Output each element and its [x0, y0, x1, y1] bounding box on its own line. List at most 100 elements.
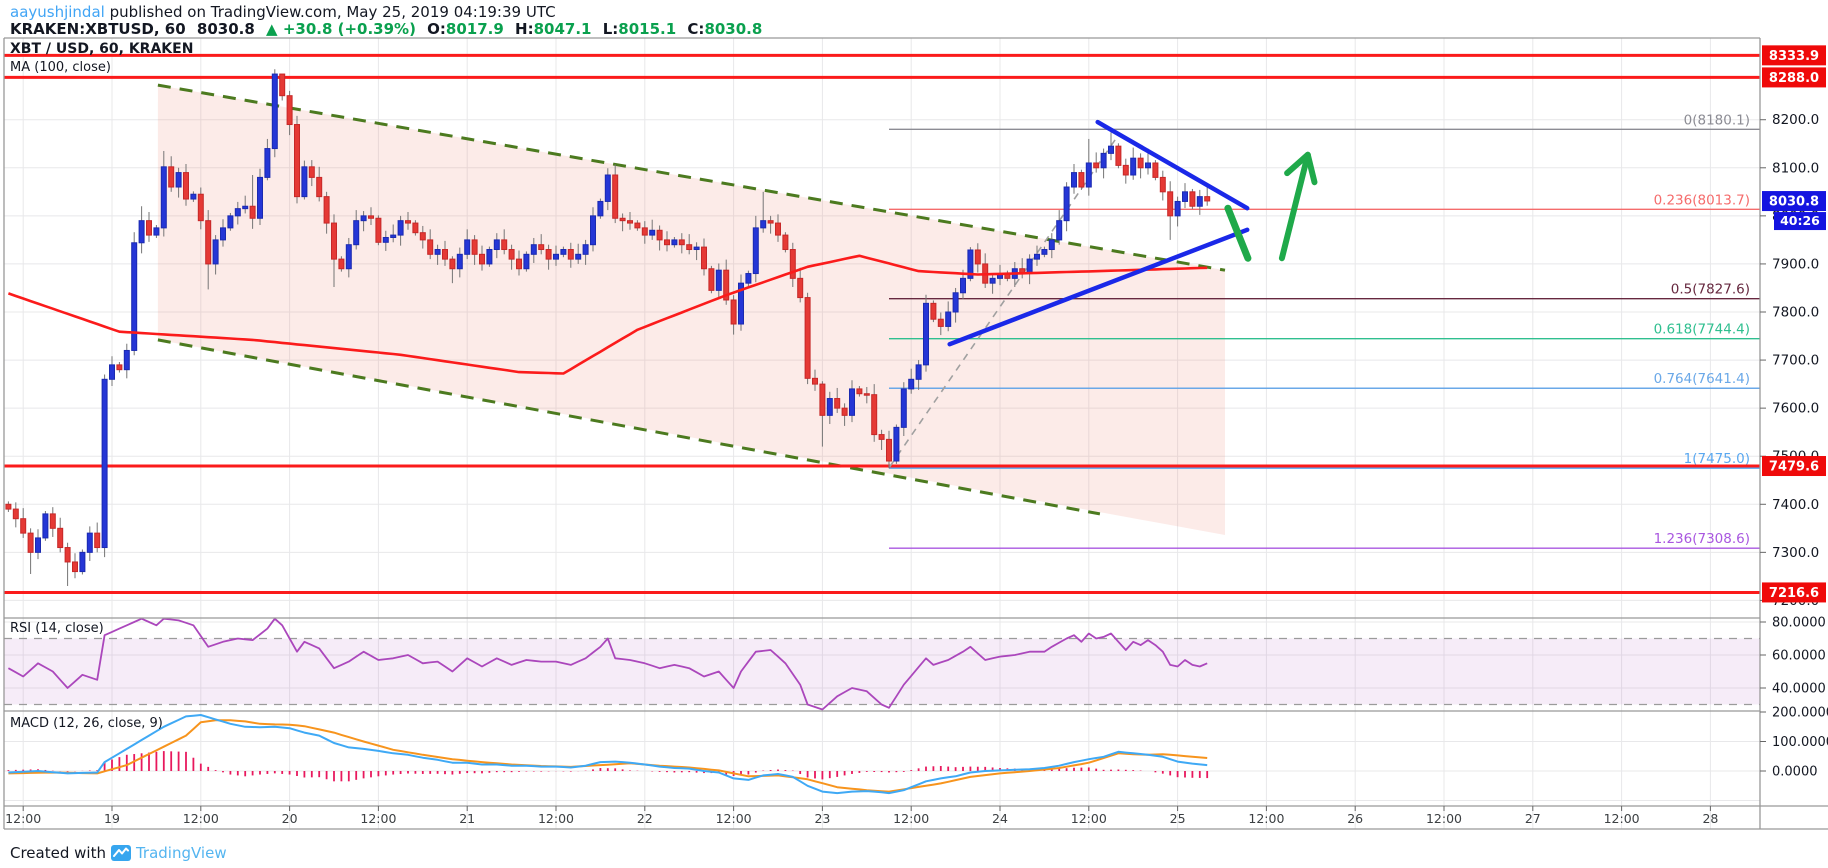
- candle: [109, 364, 115, 380]
- price-tick-label: 7600.0: [1772, 401, 1819, 417]
- candle: [190, 193, 197, 200]
- tradingview-logo[interactable]: [110, 843, 131, 863]
- fib-label: 0.236(8013.7): [1654, 192, 1750, 208]
- candle: [989, 277, 996, 284]
- green-up-arrow-head[interactable]: [1284, 151, 1318, 186]
- candle: [419, 232, 426, 241]
- candle: [871, 394, 878, 436]
- price-badge: [1762, 45, 1826, 66]
- low-label: L:: [602, 20, 619, 38]
- time-tick-label: 22: [637, 811, 653, 826]
- candle: [597, 200, 604, 217]
- candle: [1159, 176, 1166, 193]
- candle: [368, 215, 374, 219]
- candle: [397, 220, 404, 236]
- candle: [945, 311, 952, 327]
- price-tick-label: 7900.0: [1772, 256, 1819, 272]
- candle: [960, 277, 966, 294]
- open-value: 8017.9: [445, 20, 504, 38]
- candle: [1196, 196, 1203, 207]
- candle: [353, 220, 360, 246]
- countdown-text: 40:26: [1780, 213, 1820, 228]
- price-badge-text: 8333.9: [1769, 49, 1819, 64]
- time-axis[interactable]: 12:00 19 12:00 20 12:00 21 12:00 22 12:00 23 12:00…: [5, 806, 1718, 826]
- candle: [819, 383, 826, 416]
- candle: [1071, 172, 1077, 188]
- candle: [604, 174, 611, 202]
- candle: [538, 244, 545, 251]
- candle: [1041, 249, 1048, 255]
- green-breakout-stroke[interactable]: [1224, 204, 1252, 262]
- price-badge-text: 8288.0: [1769, 71, 1819, 86]
- candle: [582, 244, 589, 255]
- price-badge: [1762, 582, 1826, 603]
- candle: [530, 244, 537, 255]
- time-tick-label: 27: [1525, 811, 1541, 826]
- candle: [160, 166, 167, 229]
- candle: [72, 561, 78, 573]
- candle: [197, 193, 204, 222]
- time-tick-label: 12:00: [1071, 811, 1107, 826]
- price-badge: [1762, 67, 1826, 88]
- high-label: H:: [515, 20, 534, 38]
- candle: [1167, 191, 1174, 217]
- candle: [804, 297, 811, 379]
- blue-upper-trendline[interactable]: [1095, 119, 1250, 211]
- candle: [619, 217, 626, 222]
- candle: [301, 166, 308, 198]
- price-badge: [1762, 191, 1826, 212]
- candlestick-series: [5, 69, 1211, 586]
- candle: [146, 220, 152, 236]
- candle: [1145, 162, 1151, 169]
- candle: [553, 253, 559, 260]
- candle: [656, 229, 663, 241]
- brand-link[interactable]: TradingView: [135, 844, 227, 862]
- candle: [471, 239, 478, 255]
- candle: [323, 196, 330, 224]
- candle: [20, 518, 27, 534]
- candle: [101, 378, 108, 549]
- candle: [405, 220, 411, 224]
- symbol-title: KRAKEN:XBTUSD, 60: [10, 20, 186, 38]
- blue-lower-trendline[interactable]: [947, 227, 1250, 347]
- candle: [427, 239, 434, 255]
- author-link[interactable]: aayushjindal: [10, 3, 105, 21]
- candle: [205, 220, 212, 265]
- candle: [908, 378, 915, 390]
- green-up-arrow-shaft[interactable]: [1278, 151, 1311, 262]
- candle: [789, 249, 796, 279]
- candle: [856, 388, 863, 395]
- candle: [234, 208, 241, 217]
- price-badge-text: 8030.8: [1769, 195, 1819, 210]
- candle: [86, 532, 93, 553]
- time-tick-label: 12:00: [1604, 811, 1640, 826]
- candle: [308, 166, 315, 178]
- ma-100-line: [7, 254, 1208, 375]
- candle: [812, 377, 818, 385]
- candle: [634, 222, 641, 229]
- price-badge: [1762, 456, 1826, 477]
- up-arrow-icon: ▲: [266, 20, 278, 38]
- candle: [930, 302, 937, 320]
- candle: [412, 222, 419, 234]
- candle: [686, 244, 693, 251]
- candle: [464, 239, 471, 255]
- candle: [849, 388, 855, 416]
- attribution-line: aayushjindal published on TradingView.co…: [10, 3, 556, 21]
- macd-histogram: [7, 751, 1209, 782]
- time-tick-label: 20: [282, 811, 298, 826]
- fib-label: 1(7475.0): [1684, 451, 1750, 467]
- candle: [64, 547, 71, 563]
- candle: [797, 277, 804, 299]
- candle: [516, 258, 522, 270]
- candle: [12, 508, 19, 520]
- candle: [708, 268, 715, 291]
- fib-label: 1.236(7308.6): [1654, 531, 1750, 547]
- time-tick-label: 28: [1702, 811, 1718, 826]
- low-value: 8015.1: [618, 20, 677, 38]
- fib-label: 0.764(7641.4): [1654, 371, 1750, 387]
- candle: [442, 249, 448, 260]
- candle: [153, 227, 160, 236]
- candle: [1078, 172, 1085, 188]
